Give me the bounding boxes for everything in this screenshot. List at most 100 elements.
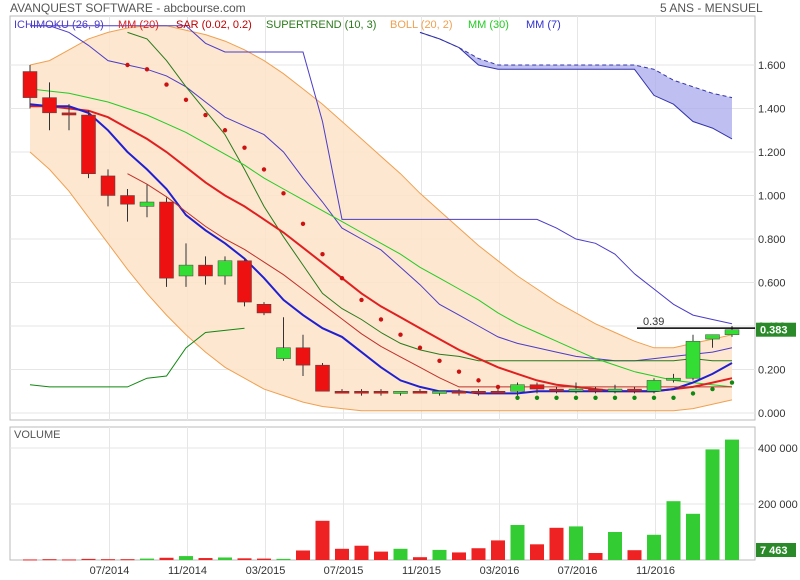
indicator-legend: ICHIMOKU (26, 9) MM (20) SAR (0.02, 0.2)… [14,19,561,31]
period-label: 5 ANS - MENSUEL [660,1,763,15]
volume-tick-label: 400 000 [758,443,798,455]
x-tick-label: 03/2015 [246,565,286,577]
volume-bar [647,534,661,560]
volume-bar [296,550,310,560]
volume-bar [569,526,583,560]
price-tick-label: 0.800 [758,234,786,246]
mm30-line [29,88,733,388]
legend-mm7: MM (7) [526,19,561,31]
volume-bar [237,558,252,560]
volume-bar [81,558,96,560]
candle-body [607,388,623,392]
price-tick-label: 1.400 [758,104,786,116]
candle-body [588,388,603,392]
x-axis: 07/2014 11/2014 03/2015 07/2015 11/2015 03/20… [90,565,675,577]
volume-bars [23,439,739,561]
ichimoku-cloud [419,31,733,140]
volume-bar [432,549,447,560]
candle-body [22,71,38,98]
x-tick-label: 11/2014 [168,565,207,577]
price-tick-label: 1.200 [758,147,786,159]
legend-ichimoku: ICHIMOKU (26, 9) [14,19,104,31]
channel-line [127,173,732,388]
candle-body [42,97,57,114]
bollinger-lower [29,151,733,412]
sar-dot [515,395,520,400]
price-tick-label: 1.600 [758,60,786,72]
candle-body [451,391,467,394]
sar-dot [651,395,657,400]
ichimoku-kijun-line [30,25,733,325]
sar-dot [339,275,345,281]
sar-dot [554,395,559,400]
candle-body [666,377,681,381]
candle-body [373,391,389,394]
volume-tick-label: 200 000 [758,499,798,511]
sar-dot [456,369,462,374]
candle-body [295,347,311,366]
sar-dot [729,380,735,385]
sar-dot [359,297,364,303]
sar-dot [632,395,637,400]
volume-bar [549,527,564,560]
last-price-label: 0.383 [760,325,788,337]
candle-body [724,329,740,335]
candle-body [61,112,77,116]
sar-dot [398,332,403,337]
candle-body [685,340,701,379]
sar-dot [144,67,150,72]
candle-body [198,264,213,277]
volume-axis: 400 000 200 000 [758,443,798,511]
sar-dot [320,252,325,257]
sar-dot [612,395,618,400]
candle-body [529,384,545,390]
volume-bar [159,557,174,560]
volume-bar [393,548,408,560]
candle-body [237,260,252,303]
volume-bar [413,557,427,560]
sar-dot [534,395,540,400]
volume-bar [42,559,57,561]
volume-bar [588,553,603,560]
volume-bar [62,559,76,561]
volume-bar [705,449,720,560]
volume-bar [608,532,622,560]
candle-body [100,175,116,196]
volume-bar [101,559,115,561]
sar-dot [281,191,286,196]
volume-bar [666,501,681,560]
candle-body [256,304,272,314]
candle-body [81,114,96,174]
bollinger-fill [30,25,732,411]
legend-boll: BOLL (20, 2) [390,19,453,31]
x-tick-label: 11/2015 [402,565,441,577]
x-tick-label: 07/2015 [324,565,364,577]
sar-dot [573,395,579,400]
volume-panel [9,426,756,561]
candle-body [549,388,564,392]
sar-dot [495,384,501,390]
volume-bar [120,559,135,561]
candle-body [159,201,174,279]
volume-bar [140,558,154,560]
last-volume-label: 7 463 [760,545,788,557]
legend-sar: SAR (0.02, 0.2) [176,19,252,31]
last-volume-badge [756,543,796,557]
sar-dot [710,386,715,392]
sar-dot [125,62,130,68]
price-tick-label: 0.600 [758,278,786,290]
candle-body [354,391,369,394]
cloud-span-b [419,31,733,140]
price-axis: 1.6001.4001.2001.0000.8000.6000.4000.200… [758,60,786,420]
volume-bar [23,559,37,561]
volume-bar [686,513,700,560]
volume-bar [179,556,193,560]
legend-mm20: MM (20) [118,19,159,31]
candle-body [334,391,350,394]
price-tick-label: 1.000 [758,191,786,203]
candle-body [471,391,486,394]
sar-dot [437,358,442,363]
volume-bar [627,550,642,560]
candle-body [646,380,662,392]
